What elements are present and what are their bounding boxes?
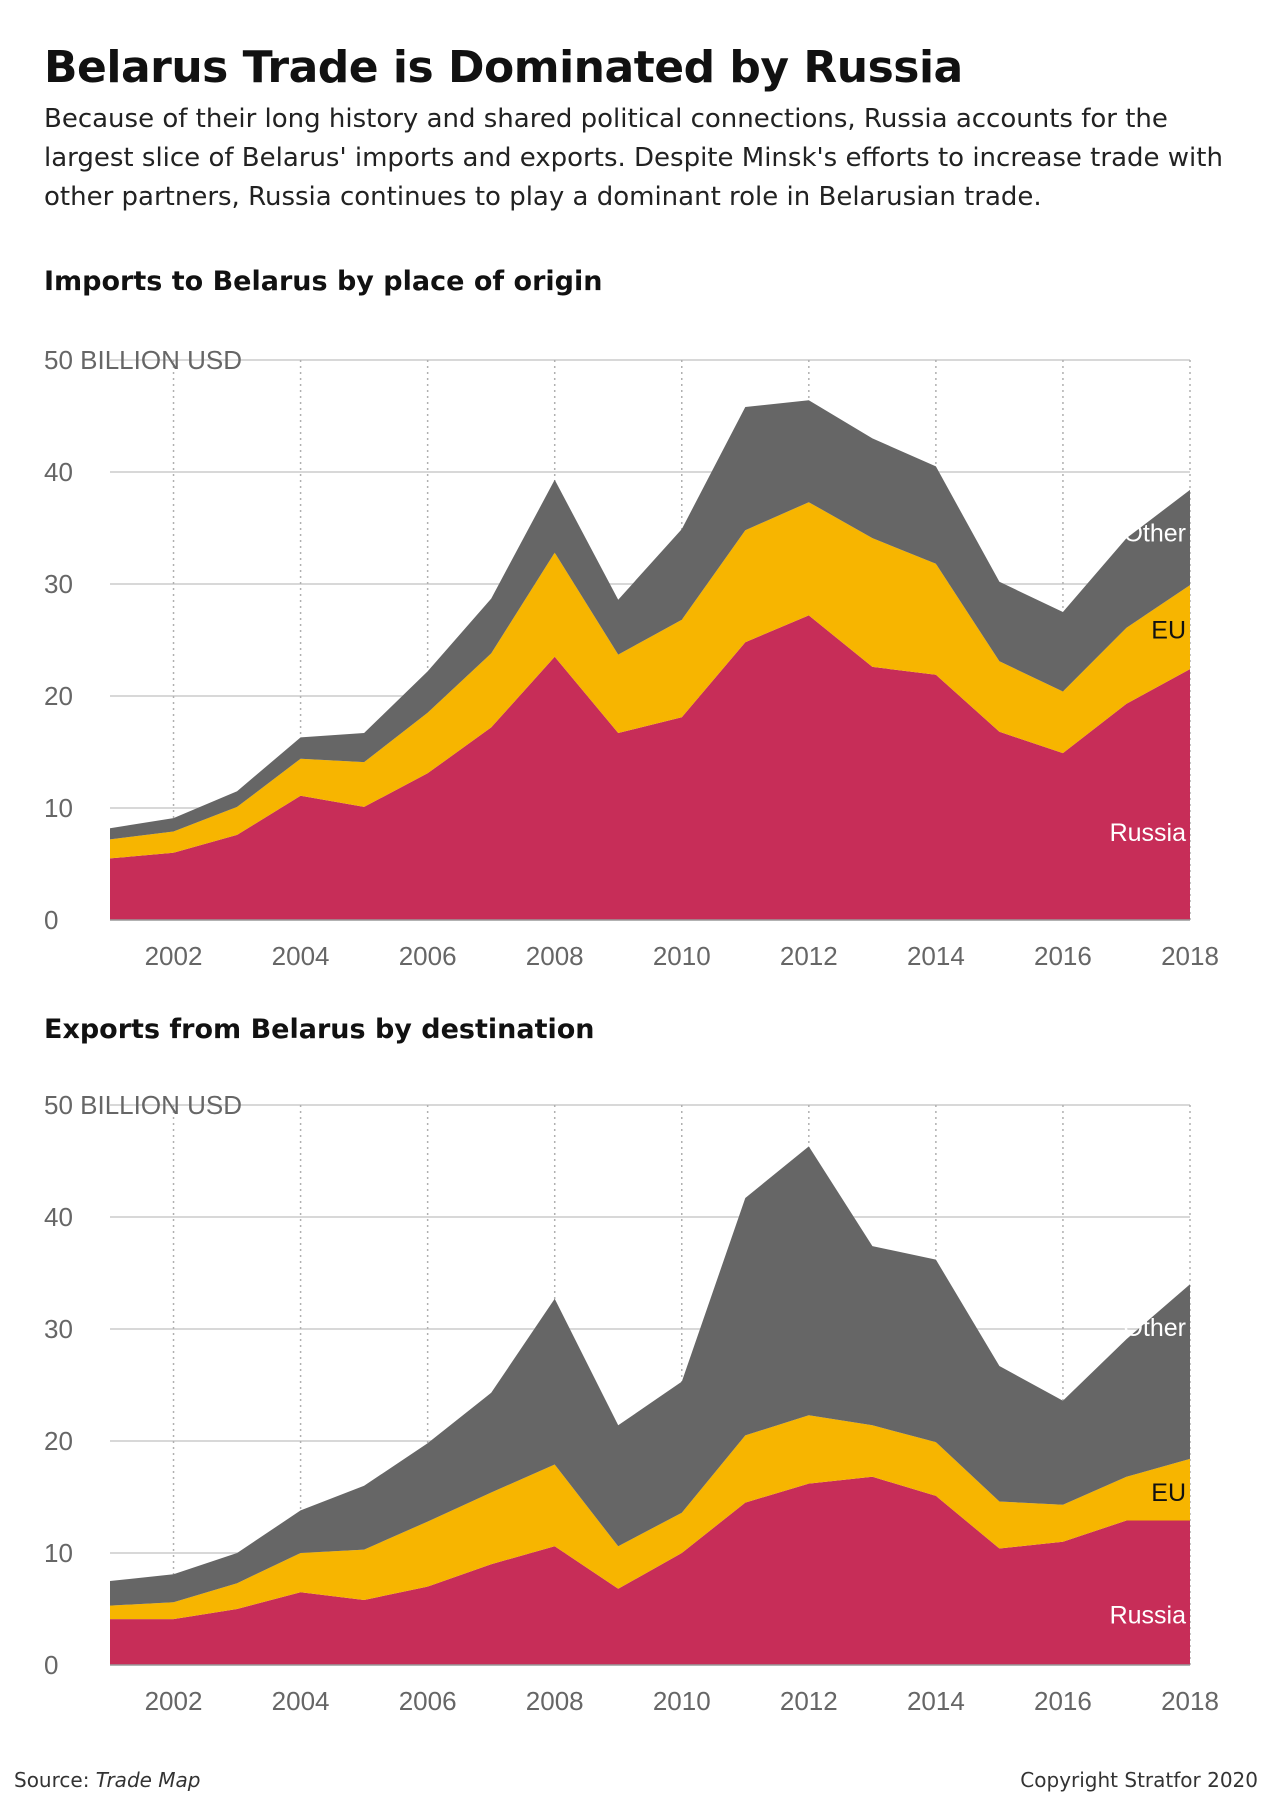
y-tick-label: 20 bbox=[44, 681, 73, 711]
exports-series-label-russia: Russia bbox=[1110, 1601, 1187, 1629]
imports-series-label-russia: Russia bbox=[1110, 819, 1187, 847]
y-tick-label: 30 bbox=[44, 569, 73, 599]
imports-area-russia bbox=[110, 615, 1190, 920]
exports-series-label-eu: EU bbox=[1151, 1479, 1186, 1507]
exports-chart-title: Exports from Belarus by destination bbox=[44, 1014, 595, 1045]
x-tick-label: 2006 bbox=[399, 1686, 457, 1716]
x-tick-label: 2002 bbox=[145, 941, 203, 971]
x-tick-label: 2006 bbox=[399, 941, 457, 971]
exports-area-russia bbox=[110, 1476, 1190, 1665]
imports-area-other bbox=[110, 400, 1190, 840]
x-tick-label: 2010 bbox=[653, 941, 711, 971]
y-tick-label: 40 bbox=[44, 457, 73, 487]
x-tick-label: 2008 bbox=[526, 941, 584, 971]
imports-chart-title: Imports to Belarus by place of origin bbox=[44, 266, 603, 297]
source-prefix: Source: bbox=[14, 1768, 90, 1792]
x-tick-label: 2008 bbox=[526, 1686, 584, 1716]
page-subtitle: Because of their long history and shared… bbox=[44, 104, 1223, 212]
x-tick-label: 2004 bbox=[272, 941, 330, 971]
y-tick-label: 40 bbox=[44, 1202, 73, 1232]
exports-area-chart: 0 10 20 30 40 50 BILLION USD 2002 2004 2006 2008 2… bbox=[44, 1090, 1219, 1716]
x-tick-label: 2014 bbox=[907, 1686, 965, 1716]
imports-series-label-eu: EU bbox=[1151, 616, 1186, 644]
imports-area-eu bbox=[110, 502, 1190, 859]
y-tick-label: 20 bbox=[44, 1426, 73, 1456]
x-tick-label: 2012 bbox=[780, 941, 838, 971]
x-tick-label: 2016 bbox=[1034, 1686, 1092, 1716]
y-tick-label: 50 BILLION USD bbox=[44, 1090, 242, 1120]
exports-area-eu bbox=[110, 1415, 1190, 1620]
source-note: Source: Trade Map bbox=[14, 1768, 201, 1792]
x-tick-label: 2010 bbox=[653, 1686, 711, 1716]
imports-series-label-other: Other bbox=[1123, 519, 1186, 547]
y-tick-label: 0 bbox=[44, 905, 58, 935]
source-name: Trade Map bbox=[95, 1768, 201, 1792]
exports-area-other bbox=[110, 1146, 1190, 1606]
y-tick-label: 0 bbox=[44, 1650, 58, 1680]
imports-area-chart: 0 10 20 30 40 50 BILLION USD 2002 2004 2006 2008 2… bbox=[44, 345, 1219, 971]
y-tick-label: 50 BILLION USD bbox=[44, 345, 242, 375]
x-tick-label: 2012 bbox=[780, 1686, 838, 1716]
x-tick-label: 2002 bbox=[145, 1686, 203, 1716]
x-tick-label: 2016 bbox=[1034, 941, 1092, 971]
y-tick-label: 30 bbox=[44, 1314, 73, 1344]
x-tick-label: 2014 bbox=[907, 941, 965, 971]
page-title: Belarus Trade is Dominated by Russia bbox=[44, 42, 963, 93]
y-tick-label: 10 bbox=[44, 793, 73, 823]
x-tick-label: 2004 bbox=[272, 1686, 330, 1716]
x-tick-label: 2018 bbox=[1161, 941, 1219, 971]
y-tick-label: 10 bbox=[44, 1538, 73, 1568]
copyright-note: Copyright Stratfor 2020 bbox=[1020, 1768, 1258, 1792]
exports-series-label-other: Other bbox=[1123, 1314, 1186, 1342]
x-tick-label: 2018 bbox=[1161, 1686, 1219, 1716]
